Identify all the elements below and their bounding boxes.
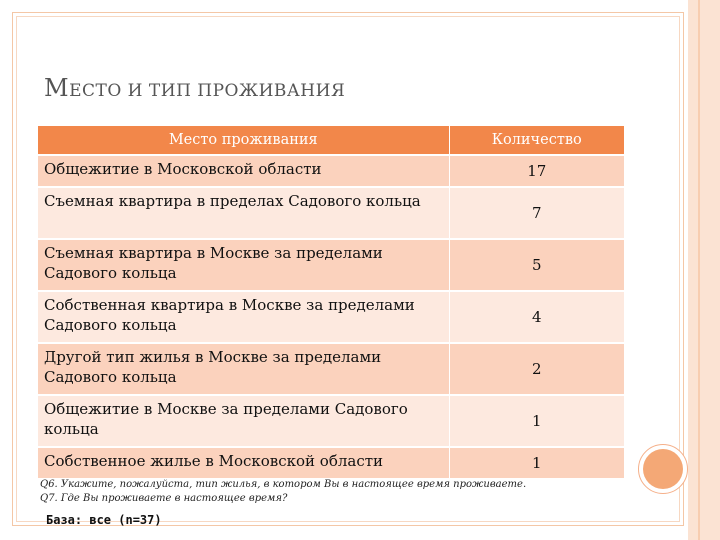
cell-place: Собственная квартира в Москве за предела… xyxy=(38,291,449,344)
cell-place: Общежитие в Московской области xyxy=(38,155,449,188)
cell-quantity: 5 xyxy=(448,239,624,292)
decorative-right-band xyxy=(688,0,720,540)
table-row: Другой тип жилья в Москве за пределами С… xyxy=(38,343,624,396)
cell-place: Общежитие в Москве за пределами Садового… xyxy=(38,395,449,448)
cell-quantity: 1 xyxy=(448,395,624,448)
table-row: Собственная квартира в Москве за предела… xyxy=(38,291,624,344)
decorative-frame-outer xyxy=(12,12,684,526)
header-quantity: Количество xyxy=(448,126,624,156)
page-title-rest: ЕСТО И ТИП ПРОЖИВАНИЯ xyxy=(69,81,346,101)
decorative-frame-inner xyxy=(16,16,680,522)
cell-place: Съемная квартира в Москве за пределами С… xyxy=(38,239,449,292)
note-q6: Q6. Укажите, пожалуйста, тип жилья, в ко… xyxy=(40,479,527,490)
table-header-row: Место проживания Количество xyxy=(38,126,624,156)
table-row: Общежитие в Москве за пределами Садового… xyxy=(38,395,624,448)
cell-place: Съемная квартира в пределах Садового кол… xyxy=(38,187,449,240)
page-title: МЕСТО И ТИП ПРОЖИВАНИЯ xyxy=(44,74,345,102)
table-row: Съемная квартира в пределах Садового кол… xyxy=(38,187,624,240)
sample-base-label: База: все (n=37) xyxy=(46,513,162,527)
table-row: Собственное жилье в Московской области 1 xyxy=(38,447,624,480)
cell-quantity: 7 xyxy=(448,187,624,240)
cell-quantity: 1 xyxy=(448,447,624,480)
note-q7: Q7. Где Вы проживаете в настоящее время? xyxy=(40,493,288,504)
residence-table: Место проживания Количество Общежитие в … xyxy=(38,126,624,480)
header-place: Место проживания xyxy=(38,126,449,156)
table-row: Общежитие в Московской области 17 xyxy=(38,155,624,188)
decorative-right-line xyxy=(698,0,700,540)
page-title-initial: М xyxy=(44,74,70,102)
cell-quantity: 2 xyxy=(448,343,624,396)
cell-place: Другой тип жилья в Москве за пределами С… xyxy=(38,343,449,396)
table-row: Съемная квартира в Москве за пределами С… xyxy=(38,239,624,292)
question-notes: Q6. Укажите, пожалуйста, тип жилья, в ко… xyxy=(40,478,526,506)
cell-place: Собственное жилье в Московской области xyxy=(38,447,449,480)
decorative-circle xyxy=(643,449,683,489)
cell-quantity: 4 xyxy=(448,291,624,344)
cell-quantity: 17 xyxy=(448,155,624,188)
